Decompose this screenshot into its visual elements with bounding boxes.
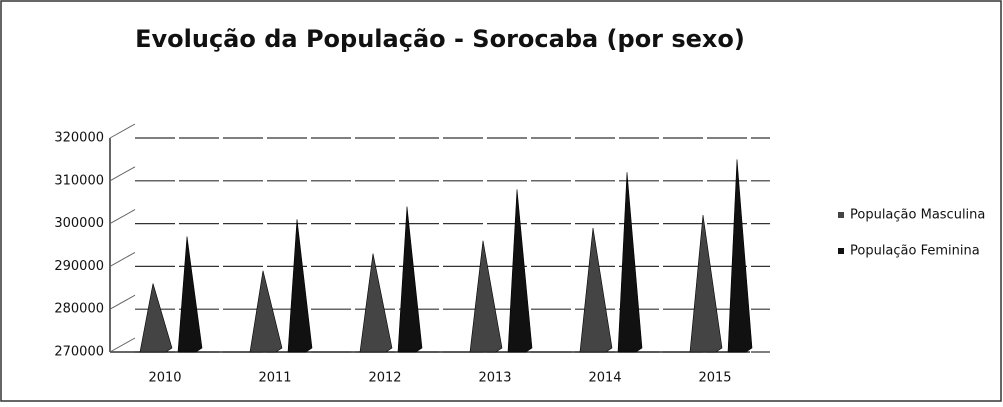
pyramid: [689, 214, 723, 353]
y-tick-label: 290000: [54, 259, 104, 274]
x-tick-label: 2011: [258, 371, 291, 386]
legend-label: População Feminina: [850, 244, 980, 259]
grid-connector: [109, 294, 136, 310]
pyramid: [579, 227, 613, 353]
x-tick-label: 2014: [588, 371, 621, 386]
y-tick-label: 320000: [54, 131, 104, 146]
grid-connector: [109, 166, 136, 182]
y-tick-label: 270000: [54, 345, 104, 360]
pyramid: [507, 189, 533, 353]
grid-connector: [109, 209, 136, 225]
pyramid: [177, 236, 203, 353]
y-tick-label: 310000: [54, 173, 104, 188]
pyramid: [139, 283, 173, 353]
y-tick-label: 300000: [54, 216, 104, 231]
legend-marker: [838, 248, 844, 254]
legend-marker: [838, 212, 844, 218]
pyramid: [469, 240, 503, 353]
grid-connector: [109, 337, 136, 353]
pyramid: [287, 219, 313, 353]
pyramid: [727, 159, 753, 353]
pyramid: [249, 270, 283, 353]
x-tick-label: 2015: [698, 371, 731, 386]
grid-connector: [109, 123, 136, 139]
x-tick-label: 2013: [478, 371, 511, 386]
grid-connector: [109, 251, 136, 267]
pyramid: [617, 172, 643, 353]
pyramid: [397, 206, 423, 353]
y-tick-label: 280000: [54, 302, 104, 317]
legend-label: População Masculina: [850, 208, 985, 223]
chart-title: Evolução da População - Sorocaba (por se…: [135, 25, 745, 53]
x-tick-label: 2012: [368, 371, 401, 386]
x-tick-label: 2010: [148, 371, 181, 386]
pyramid: [359, 253, 393, 353]
